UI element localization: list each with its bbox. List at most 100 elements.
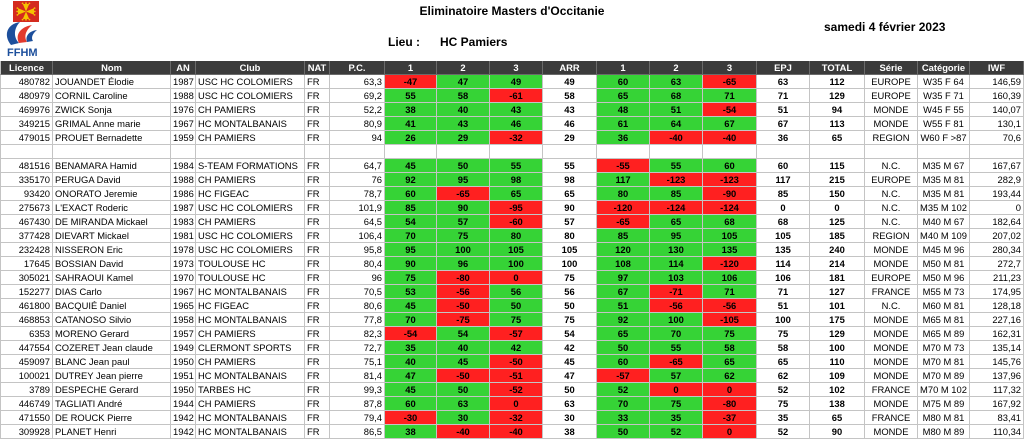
cell-cj-attempt-3: 71 [703,89,757,103]
cell-cj-attempt-3: -37 [703,411,757,425]
cell-iwf-score: 70,6 [970,131,1024,145]
cell-iwf-score: 146,59 [970,75,1024,89]
cell-cj-attempt-1: -57 [597,369,650,383]
cell-snatch-attempt-3: 50 [490,299,543,313]
cell-athlete-name: NISSERON Eric [53,243,171,257]
cell-cj-attempt-2: -56 [650,299,703,313]
cell-cj-best: 71 [757,89,810,103]
cell-snatch-attempt-2: 50 [437,383,490,397]
cell-athlete-name: DE ROUCK Pierre [53,411,171,425]
cell-nationality: FR [305,369,330,383]
cell-birth-year: 1976 [171,103,196,117]
cell-snatch-attempt-2: 75 [437,229,490,243]
cell-snatch-best: 49 [543,75,597,89]
cell-snatch-attempt-3: 100 [490,257,543,271]
cell-cj-best: 106 [757,271,810,285]
cell-body-weight: 87,8 [330,397,385,411]
cell-club: HC MONTALBANAIS [196,117,305,131]
cell-snatch-attempt-3: 56 [490,285,543,299]
cell-club: USC HC COLOMIERS [196,89,305,103]
cell-total: 150 [810,187,865,201]
cell-cj-attempt-3: -56 [703,299,757,313]
cell-snatch-best: 63 [543,397,597,411]
athlete-row: 446749 TAGLIATI André 1944 CH PAMIERS FR 87,8… [0,397,1024,411]
cell-cj-best: 105 [757,229,810,243]
cell-total: 129 [810,89,865,103]
athlete-row: 100021 DUTREY Jean pierre 1951 HC MONTALBAN… [0,369,1024,383]
cell-nationality: FR [305,313,330,327]
cell-cj-attempt-3: -80 [703,397,757,411]
cell-snatch-best: 65 [543,187,597,201]
cell-licence: 152277 [0,285,53,299]
cell-cj-best: 114 [757,257,810,271]
cell-snatch-best: 46 [543,117,597,131]
cell-cj-attempt-1: 120 [597,243,650,257]
cell-cj-attempt-2: 70 [650,327,703,341]
cell-category: M35 M 67 [918,159,970,173]
cell-athlete-name: MORENO Gerard [53,327,171,341]
cell-body-weight: 64,5 [330,215,385,229]
empty-cell [865,145,918,159]
cell-licence: 468853 [0,313,53,327]
cell-snatch-attempt-2: -50 [437,299,490,313]
cell-snatch-best: 42 [543,341,597,355]
cell-cj-attempt-2: 65 [650,215,703,229]
cell-iwf-score: 282,9 [970,173,1024,187]
cell-club: USC HC COLOMIERS [196,75,305,89]
cell-cj-attempt-1: 33 [597,411,650,425]
results-table: Licence Nom AN Club NAT P.C. 1 2 3 ARR 1 2 3 EPJ TOTAL… [0,61,1024,439]
cell-licence: 479015 [0,131,53,145]
athlete-row: 349215 GRIMAL Anne marie 1967 HC MONTALBANA… [0,117,1024,131]
cell-cj-attempt-2: 35 [650,411,703,425]
cell-series: REGION [865,131,918,145]
page-title: Eliminatoire Masters d'Occitanie [419,4,605,18]
cell-iwf-score: 162,31 [970,327,1024,341]
cell-athlete-name: DESPECHE Gerard [53,383,171,397]
athlete-row: 471550 DE ROUCK Pierre 1942 HC MONTALBANAIS… [0,411,1024,425]
cell-birth-year: 1942 [171,425,196,439]
cell-series: N.C. [865,215,918,229]
cell-body-weight: 94 [330,131,385,145]
cell-birth-year: 1950 [171,383,196,397]
cell-nationality: FR [305,103,330,117]
column-header-snatch-best: ARR [543,61,597,75]
cell-snatch-attempt-2: -50 [437,369,490,383]
cell-total: 0 [810,201,865,215]
empty-cell [543,145,597,159]
cell-cj-best: 58 [757,341,810,355]
column-header-body-weight: P.C. [330,61,385,75]
cell-snatch-attempt-2: 96 [437,257,490,271]
column-header-birth-year: AN [171,61,196,75]
cell-snatch-attempt-3: -32 [490,131,543,145]
cell-snatch-attempt-2: 40 [437,103,490,117]
cell-snatch-attempt-1: 47 [385,369,437,383]
cell-category: M60 M 81 [918,299,970,313]
cell-snatch-attempt-2: 58 [437,89,490,103]
athlete-row: 468853 CATANOSO Silvio 1958 HC MONTALBANAIS… [0,313,1024,327]
cell-birth-year: 1988 [171,89,196,103]
cell-category: M55 M 73 [918,285,970,299]
cell-snatch-attempt-2: -56 [437,285,490,299]
cell-cj-attempt-1: 67 [597,285,650,299]
cell-licence: 93420 [0,187,53,201]
cell-category: M65 M 89 [918,327,970,341]
cell-cj-attempt-3: 65 [703,355,757,369]
cell-nationality: FR [305,397,330,411]
cell-athlete-name: COZERET Jean claude [53,341,171,355]
cell-snatch-attempt-2: 50 [437,159,490,173]
cell-birth-year: 1986 [171,187,196,201]
cell-licence: 275673 [0,201,53,215]
cell-body-weight: 86,5 [330,425,385,439]
cell-snatch-best: 90 [543,201,597,215]
cell-nationality: FR [305,229,330,243]
cell-snatch-attempt-2: 30 [437,411,490,425]
athlete-row: 309928 PLANET Henri 1942 HC MONTALBANAIS FR 8… [0,425,1024,439]
cell-iwf-score: 137,96 [970,369,1024,383]
cell-total: 65 [810,411,865,425]
cell-licence: 100021 [0,369,53,383]
athlete-row: 335170 PERUGA David 1988 CH PAMIERS FR 76 92 95… [0,173,1024,187]
cell-series: MONDE [865,117,918,131]
cell-category: M35 M 81 [918,173,970,187]
cell-total: 101 [810,299,865,313]
cell-body-weight: 70,5 [330,285,385,299]
